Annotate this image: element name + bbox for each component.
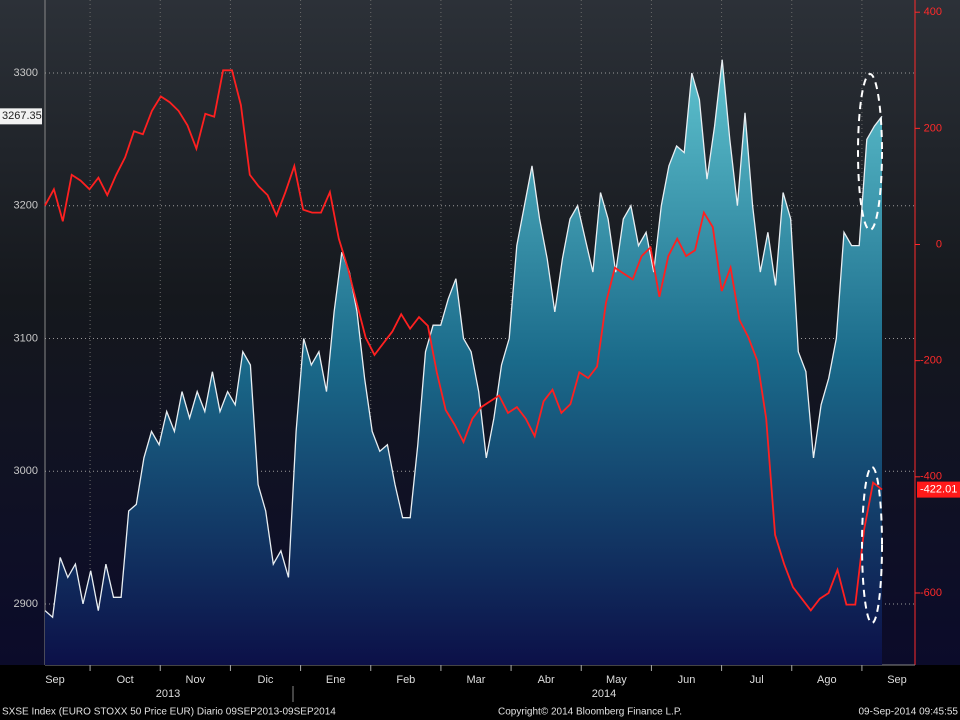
x-tick-label: Nov xyxy=(186,674,206,686)
y-tick-label: 3200 xyxy=(14,200,38,212)
x-tick-label: Dic xyxy=(258,674,274,686)
y2-tick-label: -400 xyxy=(920,471,942,483)
area xyxy=(45,59,882,665)
x-tick-label: Ago xyxy=(817,674,837,686)
y-tick-label: 3300 xyxy=(14,67,38,79)
x-tick-label: Abr xyxy=(538,674,555,686)
x-tick-label: Mar xyxy=(467,674,486,686)
last-value-box xyxy=(917,481,960,498)
y-tick-label: 2900 xyxy=(14,598,38,610)
footer-center: Copyright© 2014 Bloomberg Finance L.P. xyxy=(498,707,682,718)
y2-tick-label: 0 xyxy=(936,238,942,250)
line xyxy=(44,69,883,612)
y-tick-label: 3000 xyxy=(14,465,38,477)
axis-band xyxy=(0,665,960,720)
footer-right: 09-Sep-2014 09:45:55 xyxy=(858,707,958,718)
x-tick-label: Oct xyxy=(117,674,134,686)
labels: 2900 3000 3100 3200 3300 -600 -400 -200 0 200 400 S… xyxy=(0,6,960,686)
last-value-label: -422.01 xyxy=(920,484,957,496)
last-value-box xyxy=(0,108,42,125)
y2-tick-label: 400 xyxy=(924,6,942,18)
x-tick-label: Feb xyxy=(396,674,415,686)
x-tick-label: Sep xyxy=(45,674,65,686)
last-value-label: 3267.35 xyxy=(2,110,42,122)
x-tick-label: Jun xyxy=(678,674,696,686)
y2-tick-label: -200 xyxy=(920,355,942,367)
y2-tick-label: -600 xyxy=(920,587,942,599)
area-line xyxy=(44,59,883,619)
x-tick-label: Sep xyxy=(887,674,907,686)
highlight-ellipse xyxy=(857,73,883,231)
year-label: 2014 xyxy=(592,688,616,700)
x-tick-label: May xyxy=(606,674,627,686)
highlight-ellipse xyxy=(861,466,883,624)
year-label: 2013 xyxy=(156,688,180,700)
y2-tick-label: 200 xyxy=(924,122,942,134)
y-tick-label: 3100 xyxy=(14,332,38,344)
marks xyxy=(44,59,883,665)
x-tick-label: Ene xyxy=(326,674,346,686)
footer-left: SXSE Index (EURO STOXX 50 Price EUR) Dia… xyxy=(2,707,336,718)
x-tick-label: Jul xyxy=(750,674,764,686)
